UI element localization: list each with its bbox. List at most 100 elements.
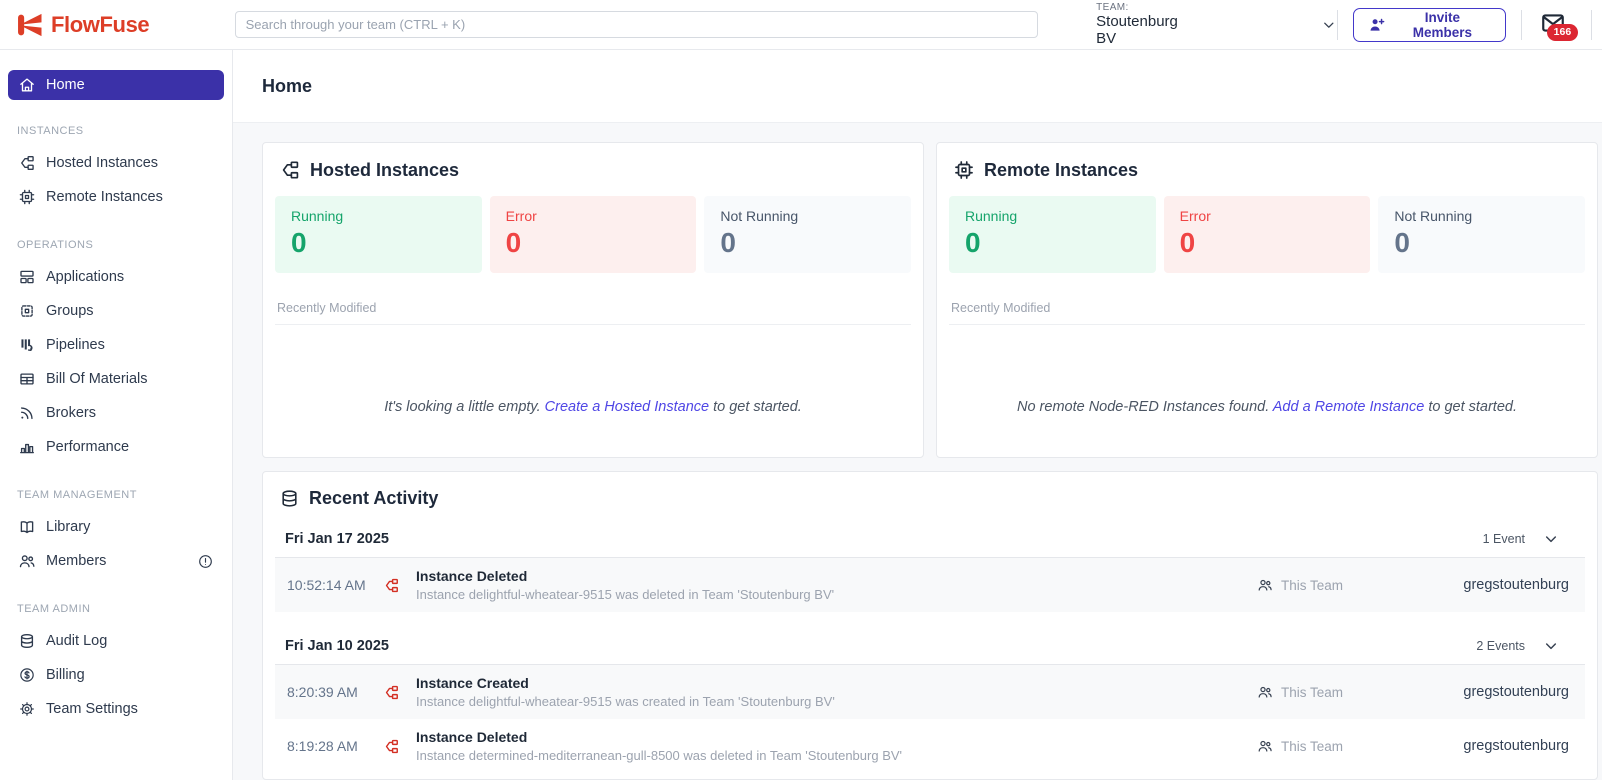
sidebar-item-label: Audit Log xyxy=(46,633,108,649)
team-name: Stoutenburg BV xyxy=(1096,13,1178,48)
sidebar-item-label: Team Settings xyxy=(46,701,138,717)
invite-members-button[interactable]: Invite Members xyxy=(1353,7,1506,42)
create-hosted-instance-link[interactable]: Create a Hosted Instance xyxy=(544,399,710,415)
activity-group: Fri Jan 17 2025 1 Event 10:52:14 AM Inst… xyxy=(275,527,1585,612)
brand-name: FlowFuse xyxy=(51,11,150,37)
sidebar-item-label: Pipelines xyxy=(46,337,105,353)
hosted-empty-state: It's looking a little empty. Create a Ho… xyxy=(275,399,911,415)
remote-empty-state: No remote Node-RED Instances found. Add … xyxy=(949,399,1585,415)
sidebar-item-label: Library xyxy=(46,519,91,535)
sidebar-item-groups[interactable]: Groups xyxy=(8,294,224,328)
event-description: Instance delightful-wheatear-9515 was de… xyxy=(416,587,835,602)
sidebar-item-label: Bill Of Materials xyxy=(46,371,148,387)
remote-instances-card: Remote Instances Running 0 Error 0 Not R… xyxy=(936,142,1598,458)
stat-label: Not Running xyxy=(1394,208,1473,224)
notification-badge: 166 xyxy=(1546,23,1579,41)
activity-group: Fri Jan 10 2025 2 Events 8:20:39 AM Inst… xyxy=(275,634,1585,773)
groups-icon xyxy=(21,305,33,317)
recent-activity-card: Recent Activity Fri Jan 17 2025 1 Event … xyxy=(262,471,1598,780)
notifications-button[interactable]: 166 xyxy=(1537,6,1579,44)
add-remote-instance-link[interactable]: Add a Remote Instance xyxy=(1272,399,1425,415)
sidebar-item-label: Groups xyxy=(46,303,94,319)
stat-not-running: Not Running 0 xyxy=(1378,196,1586,273)
book-icon xyxy=(20,521,34,534)
sidebar-item-audit-log[interactable]: Audit Log xyxy=(8,624,224,658)
sidebar-item-label: Members xyxy=(46,553,107,569)
event-description: Instance delightful-wheatear-9515 was cr… xyxy=(416,694,835,709)
activity-row[interactable]: 10:52:14 AM Instance Deleted Instance de… xyxy=(275,558,1585,612)
stat-value: 0 xyxy=(965,227,981,258)
sidebar-section-operations: OPERATIONS xyxy=(17,239,94,251)
stat-value: 0 xyxy=(720,227,736,258)
sidebar-item-remote-instances[interactable]: Remote Instances xyxy=(8,180,224,214)
event-user: gregstoutenburg xyxy=(1463,684,1569,700)
gear-icon xyxy=(20,702,34,716)
activity-row[interactable]: 8:19:28 AM Instance Deleted Instance det… xyxy=(275,719,1585,773)
chip-icon xyxy=(955,161,973,179)
sidebar-item-label: Applications xyxy=(46,269,125,285)
projects-icon xyxy=(385,578,398,592)
event-time: 8:19:28 AM xyxy=(287,738,358,754)
sidebar-item-billing[interactable]: Billing xyxy=(8,658,224,692)
sidebar-item-team-settings[interactable]: Team Settings xyxy=(8,692,224,726)
divider xyxy=(1337,9,1339,40)
pipelines-icon xyxy=(21,339,33,351)
users-icon xyxy=(1258,686,1272,698)
hosted-instances-card: Hosted Instances Running 0 Error 0 Not R… xyxy=(262,142,924,458)
sidebar: Home INSTANCES Hosted Instances Remote I… xyxy=(0,50,233,780)
sidebar-section-team-admin: TEAM ADMIN xyxy=(17,603,91,615)
recently-modified-label: Recently Modified xyxy=(949,301,1585,325)
users-icon xyxy=(1258,579,1272,591)
stat-error: Error 0 xyxy=(489,196,697,273)
sidebar-item-performance[interactable]: Performance xyxy=(8,430,224,464)
stat-label: Running xyxy=(965,208,1018,224)
empty-text: It's looking a little empty. xyxy=(384,399,545,415)
sidebar-item-hosted-instances[interactable]: Hosted Instances xyxy=(8,146,224,180)
card-title: Hosted Instances xyxy=(310,159,460,180)
chevron-down-icon[interactable] xyxy=(1543,638,1559,654)
projects-icon xyxy=(385,739,398,753)
sidebar-item-applications[interactable]: Applications xyxy=(8,260,224,294)
chevron-down-icon[interactable] xyxy=(1543,531,1559,547)
empty-text: to get started. xyxy=(1424,399,1517,415)
search-input[interactable] xyxy=(234,11,1039,38)
bar-chart-icon xyxy=(20,443,34,454)
projects-icon xyxy=(385,685,398,699)
team-selector[interactable]: TEAM: Stoutenburg BV xyxy=(1096,2,1337,48)
empty-text: to get started. xyxy=(709,399,802,415)
currency-dollar-icon xyxy=(20,668,34,682)
event-time: 8:20:39 AM xyxy=(287,684,358,700)
event-count: 1 Event xyxy=(1482,532,1525,546)
chevron-down-icon[interactable] xyxy=(1320,16,1338,34)
users-icon xyxy=(19,555,35,568)
sidebar-item-label: Brokers xyxy=(46,405,96,421)
sidebar-item-pipelines[interactable]: Pipelines xyxy=(8,328,224,362)
top-bar: FlowFuse TEAM: Stoutenburg BV Invite Mem… xyxy=(0,0,1602,50)
activity-row[interactable]: 8:20:39 AM Instance Created Instance del… xyxy=(275,665,1585,719)
invite-members-label: Invite Members xyxy=(1412,9,1473,40)
stat-label: Not Running xyxy=(720,208,799,224)
event-title: Instance Created xyxy=(416,675,529,691)
rss-icon xyxy=(20,407,33,420)
sidebar-item-library[interactable]: Library xyxy=(8,510,224,544)
event-description: Instance determined-mediterranean-gull-8… xyxy=(416,748,903,763)
sidebar-item-members[interactable]: Members xyxy=(8,544,224,578)
sidebar-item-bill-of-materials[interactable]: Bill Of Materials xyxy=(8,362,224,396)
stat-value: 0 xyxy=(1394,227,1410,258)
event-title: Instance Deleted xyxy=(416,568,528,584)
applications-icon xyxy=(20,270,34,284)
activity-date: Fri Jan 10 2025 xyxy=(285,638,389,654)
sidebar-item-brokers[interactable]: Brokers xyxy=(8,396,224,430)
sidebar-item-home[interactable]: Home xyxy=(8,70,224,100)
team-label: TEAM: xyxy=(1096,1,1129,13)
stat-running: Running 0 xyxy=(949,196,1156,273)
event-user: gregstoutenburg xyxy=(1463,577,1569,593)
users-icon xyxy=(1258,740,1272,752)
stat-label: Error xyxy=(505,208,537,224)
flowfuse-logo[interactable]: FlowFuse xyxy=(16,12,235,38)
stat-value: 0 xyxy=(505,227,522,258)
sidebar-item-label: Hosted Instances xyxy=(46,155,159,171)
sidebar-item-label: Home xyxy=(46,77,85,93)
page-title: Home xyxy=(262,75,313,96)
stat-label: Error xyxy=(1179,208,1211,224)
